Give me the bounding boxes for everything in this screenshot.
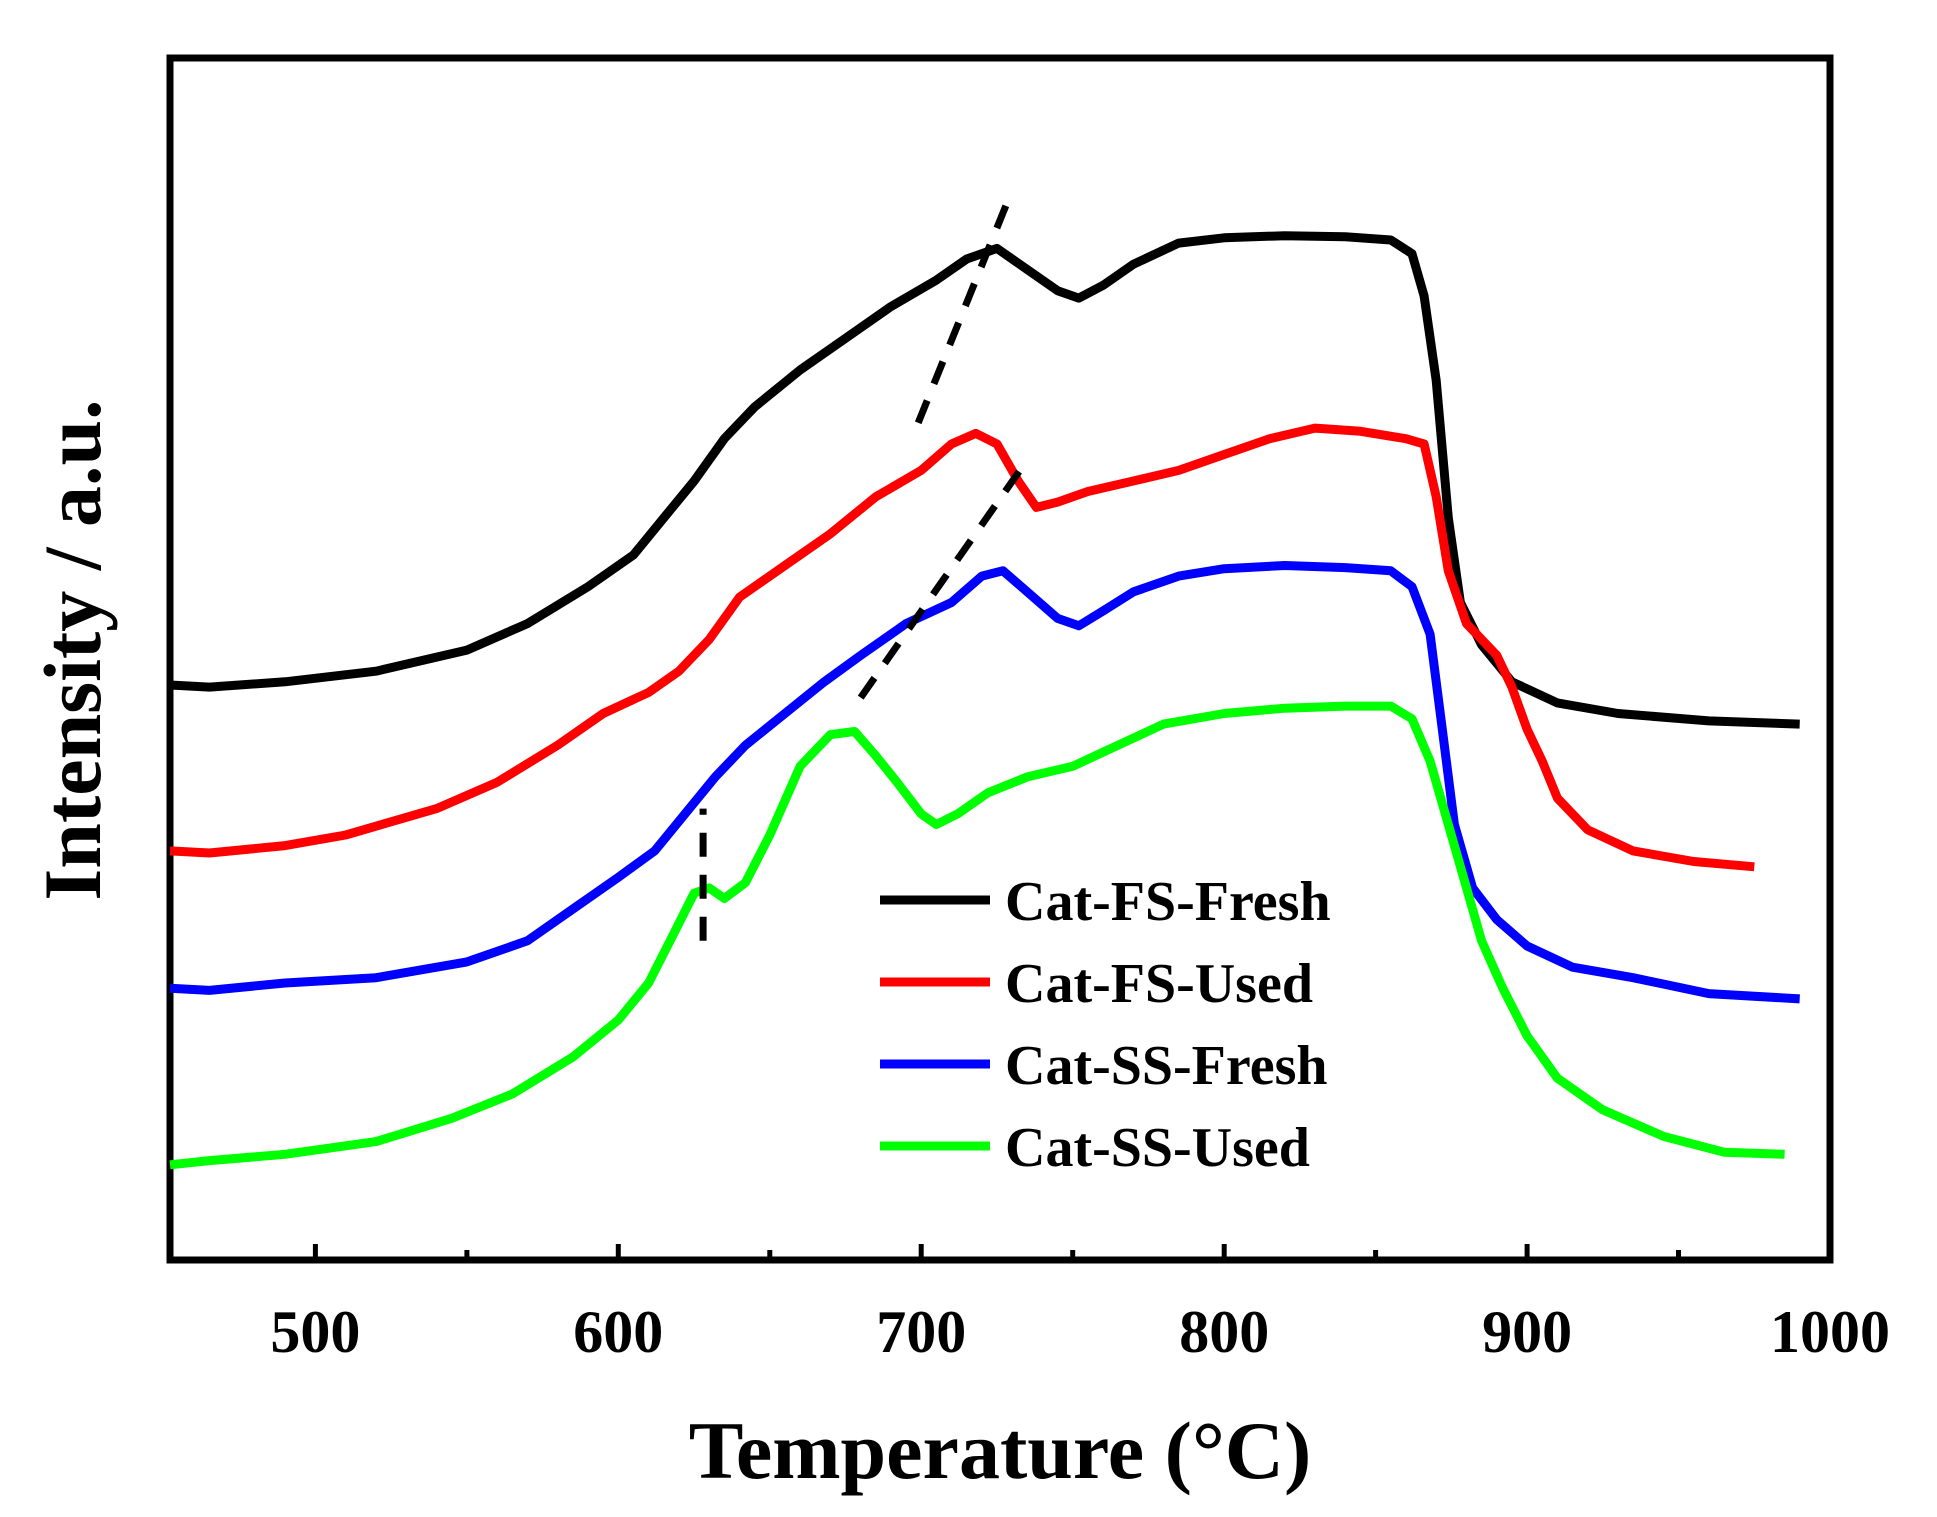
x-tick-label-600: 600 [573, 1299, 663, 1365]
plot-frame [166, 54, 1834, 1264]
legend-label-cat-fs-fresh: Cat-FS-Fresh [1005, 871, 1331, 933]
series-line-cat-fs-used [169, 423, 1755, 872]
legend-label-cat-fs-used: Cat-FS-Used [1005, 953, 1313, 1015]
annotation-layer [699, 188, 1031, 941]
x-axis-title: Temperature (°C) [689, 1405, 1312, 1496]
y-axis-title: Intensity / a.u. [27, 399, 118, 900]
series-layer [169, 231, 1800, 1170]
x-tick-label-700: 700 [876, 1299, 966, 1365]
legend: Cat-FS-Fresh Cat-FS-Used Cat-SS-Fresh Cat-S… [880, 871, 1331, 1179]
x-tick-label-900: 900 [1482, 1299, 1572, 1365]
series-line-cat-ss-fresh [169, 561, 1800, 1004]
plot-area: 500 600 700 800 900 1000 [166, 54, 1890, 1365]
x-tick-label-1000: 1000 [1770, 1299, 1890, 1365]
legend-label-cat-ss-used: Cat-SS-Used [1005, 1117, 1310, 1179]
x-tick-label-800: 800 [1179, 1299, 1269, 1365]
series-line-cat-fs-fresh [169, 231, 1800, 729]
dashed-guide-line-2 [857, 457, 1031, 700]
x-tick-label-500: 500 [270, 1299, 360, 1365]
legend-label-cat-ss-fresh: Cat-SS-Fresh [1005, 1035, 1328, 1097]
dashed-guide-line-1 [914, 188, 1016, 425]
series-line-cat-ss-used [169, 701, 1785, 1170]
x-axis-ticks: 500 600 700 800 900 1000 [270, 1244, 1890, 1365]
